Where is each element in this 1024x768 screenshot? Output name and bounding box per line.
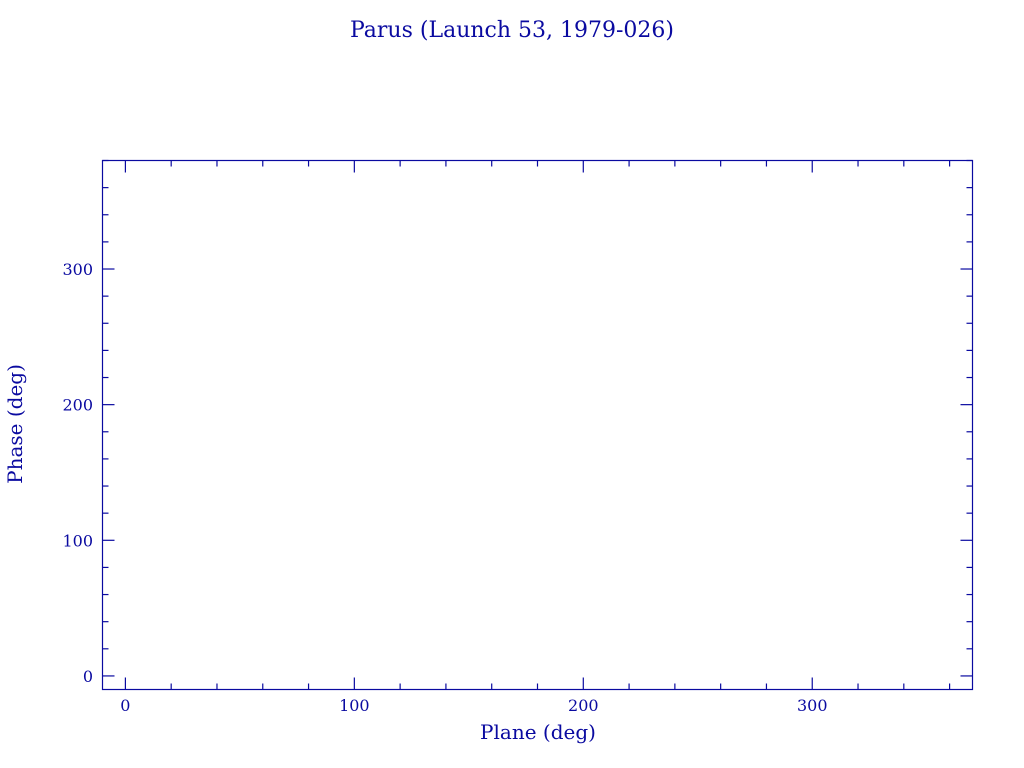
- tick-labels: 0 100 200 300 0 100 200 300: [62, 260, 827, 715]
- x-tick-label: 100: [339, 696, 370, 715]
- y-tick-label: 100: [62, 531, 93, 550]
- y-tick-label: 300: [62, 260, 93, 279]
- y-axis-label: Phase (deg): [3, 364, 27, 484]
- ticks: [102, 159, 973, 690]
- chart-title: Parus (Launch 53, 1979-026): [350, 18, 674, 43]
- y-tick-label: 0: [83, 667, 93, 686]
- x-tick-label: 200: [568, 696, 599, 715]
- x-tick-label: 300: [797, 696, 828, 715]
- plot-frame: [101, 159, 974, 691]
- x-axis-label: Plane (deg): [480, 720, 596, 744]
- x-tick-label: 0: [120, 696, 130, 715]
- y-tick-label: 200: [62, 396, 93, 415]
